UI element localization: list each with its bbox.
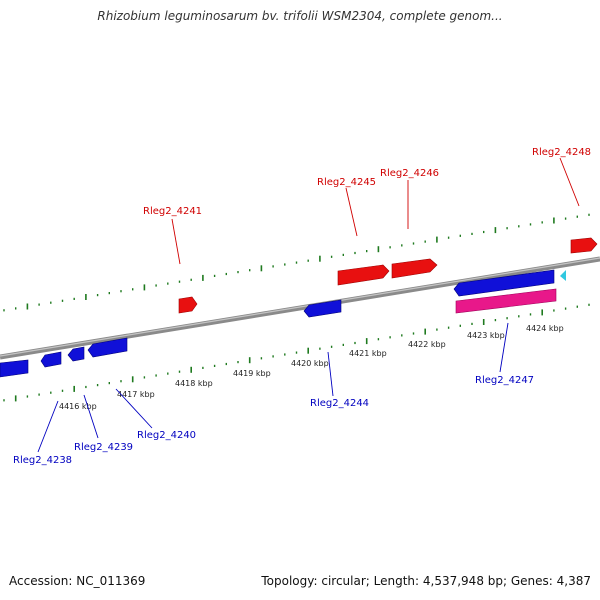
ruler-label-4421: 4421 kbp bbox=[349, 349, 387, 358]
gene-rleg2-4241[interactable] bbox=[178, 296, 198, 314]
label-rleg2-4241[interactable]: Rleg2_4241 bbox=[143, 206, 202, 217]
ruler-label-4420: 4420 kbp bbox=[291, 359, 329, 368]
ruler-label-4424: 4424 kbp bbox=[526, 324, 564, 333]
ruler-label-4419: 4419 kbp bbox=[233, 369, 271, 378]
gene-rleg2-4240b[interactable] bbox=[87, 337, 128, 358]
leader-rleg2-4239 bbox=[83, 394, 99, 439]
gene-rleg2-4240[interactable] bbox=[67, 346, 85, 362]
label-rleg2-4240[interactable]: Rleg2_4240 bbox=[137, 430, 196, 441]
ruler-label-4422: 4422 kbp bbox=[408, 340, 446, 349]
label-rleg2-4248[interactable]: Rleg2_4248 bbox=[532, 147, 591, 158]
leader-rleg2-4241 bbox=[171, 218, 181, 265]
summary-text: Topology: circular; Length: 4,537,948 bp… bbox=[261, 574, 591, 588]
leader-rleg2-4247 bbox=[499, 322, 509, 373]
label-leader-lines bbox=[37, 157, 580, 453]
genome-title: Rhizobium leguminosarum bv. trifolii WSM… bbox=[97, 9, 503, 23]
gene-rleg2-4239[interactable] bbox=[40, 351, 62, 368]
gene-rleg2-4247[interactable] bbox=[453, 269, 555, 297]
ruler-labels: 4416 kbp 4417 kbp 4418 kbp 4419 kbp 4420… bbox=[59, 324, 564, 411]
leader-rleg2-4240 bbox=[115, 388, 153, 429]
lower-tick-row bbox=[3, 303, 590, 402]
ruler-label-4416: 4416 kbp bbox=[59, 402, 97, 411]
label-rleg2-4239[interactable]: Rleg2_4239 bbox=[74, 442, 133, 453]
ruler-label-4423: 4423 kbp bbox=[467, 331, 505, 340]
ruler-label-4418: 4418 kbp bbox=[175, 379, 213, 388]
reverse-gene-track bbox=[0, 269, 566, 378]
label-rleg2-4238[interactable]: Rleg2_4238 bbox=[13, 455, 72, 466]
gene-rleg2-4246[interactable] bbox=[391, 258, 438, 279]
label-rleg2-4244[interactable]: Rleg2_4244 bbox=[310, 398, 369, 409]
gene-labels: Rleg2_4241 Rleg2_4245 Rleg2_4246 Rleg2_4… bbox=[13, 147, 591, 466]
forward-gene-track bbox=[178, 237, 598, 314]
leader-rleg2-4244 bbox=[327, 351, 334, 397]
leader-rleg2-4248 bbox=[559, 157, 580, 207]
small-feature-marker[interactable] bbox=[560, 270, 566, 281]
upper-tick-row bbox=[3, 213, 590, 312]
label-rleg2-4247[interactable]: Rleg2_4247 bbox=[475, 375, 534, 386]
leader-rleg2-4245 bbox=[345, 187, 358, 237]
ruler-label-4417: 4417 kbp bbox=[117, 390, 155, 399]
genome-backbone bbox=[0, 256, 600, 360]
gene-rleg2-4245[interactable] bbox=[337, 264, 390, 286]
gene-rleg2-4244[interactable] bbox=[303, 299, 342, 318]
label-rleg2-4246[interactable]: Rleg2_4246 bbox=[380, 168, 439, 179]
gene-rleg2-4248[interactable] bbox=[570, 237, 598, 254]
leader-rleg2-4238 bbox=[37, 400, 59, 453]
label-rleg2-4245[interactable]: Rleg2_4245 bbox=[317, 177, 376, 188]
accession-text: Accession: NC_011369 bbox=[9, 574, 146, 588]
genome-backbone-highlight bbox=[0, 257, 600, 357]
rna-feature[interactable] bbox=[455, 288, 557, 314]
gene-rleg2-4238[interactable] bbox=[0, 359, 29, 378]
